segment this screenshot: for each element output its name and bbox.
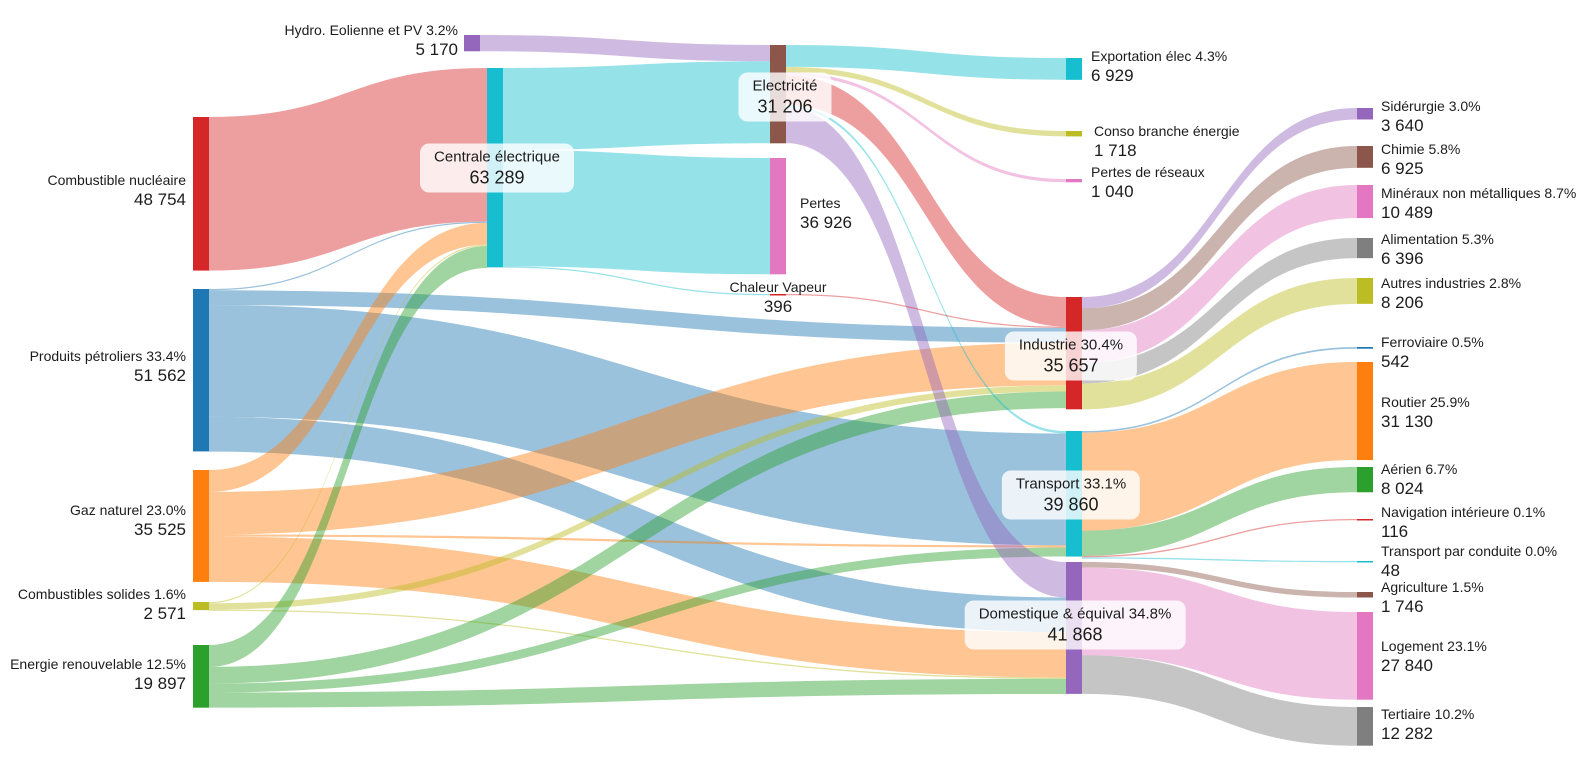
sankey-link-industrie-mineraux [1082,185,1357,364]
sankey-link-petroliers-transport [209,305,1066,546]
sankey-link-renouvelable-industrie [209,391,1066,684]
sankey-node-chimie[interactable] [1357,146,1373,168]
sankey-links [209,35,1357,746]
sankey-node-pertes[interactable] [770,158,786,275]
sankey-link-electricite-conso [786,66,1066,137]
sankey-link-electricite-industrie [786,75,1066,327]
sankey-node-chaleur[interactable] [770,294,786,296]
sankey-node-conduite[interactable] [1357,561,1373,563]
sankey-link-transport-ferroviaire [1082,347,1357,433]
sankey-link-chaleur-industrie [786,294,1066,328]
sankey-nodes [193,35,1373,746]
sankey-link-petroliers-centrale [209,221,487,291]
sankey-link-transport-routier [1082,362,1357,531]
sankey-link-industrie-autres [1082,278,1357,410]
sankey-link-petroliers-industrie [209,290,1066,343]
sankey-node-pertes_reseaux[interactable] [1066,179,1082,183]
sankey-node-industrie[interactable] [1066,297,1082,410]
sankey-node-autres[interactable] [1357,278,1373,304]
sankey-node-transport[interactable] [1066,431,1082,557]
sankey-link-industrie-alimentation [1082,238,1357,384]
sankey-node-renouvelable[interactable] [193,645,209,708]
sankey-link-domestique-tertiaire [1082,655,1357,746]
sankey-node-conso[interactable] [1066,131,1082,137]
sankey-link-electricite-transport [786,105,1066,434]
sankey-link-hydro-electricite [480,35,770,62]
sankey-link-gaz-transport [209,534,1066,548]
sankey-link-gaz-centrale [209,222,487,492]
sankey-node-gaz[interactable] [193,470,209,582]
sankey-link-renouvelable-transport [209,547,1066,693]
sankey-link-solides-centrale [209,244,487,604]
sankey-link-electricite-exportation [786,45,1066,80]
sankey-node-aerien[interactable] [1357,467,1373,493]
sankey-node-siderurgie[interactable] [1357,108,1373,120]
sankey-node-hydro[interactable] [464,35,480,52]
sankey-node-mineraux[interactable] [1357,185,1373,219]
sankey-node-agriculture[interactable] [1357,592,1373,598]
sankey-node-domestique[interactable] [1066,562,1082,694]
sankey-link-centrale-chaleur [503,266,770,296]
sankey-link-centrale-electricite [503,61,770,151]
sankey-node-nucleaire[interactable] [193,117,209,271]
sankey-node-centrale[interactable] [487,68,503,268]
sankey-node-tertiaire[interactable] [1357,707,1373,746]
sankey-node-electricite[interactable] [770,45,786,144]
sankey-node-logement[interactable] [1357,612,1373,700]
sankey-node-petroliers[interactable] [193,289,209,452]
sankey-link-petroliers-domestique [209,416,1066,633]
sankey-link-transport-conduite [1082,557,1357,563]
sankey-link-electricite-domestique [786,107,1066,598]
sankey-node-exportation[interactable] [1066,58,1082,80]
sankey-link-transport-navigation [1082,519,1357,558]
sankey-link-solides-industrie [209,385,1066,610]
sankey-node-routier[interactable] [1357,362,1373,461]
sankey-node-alimentation[interactable] [1357,238,1373,259]
sankey-link-centrale-pertes [503,150,770,275]
sankey-link-industrie-chimie [1082,146,1357,331]
sankey-link-transport-aerien [1082,467,1357,557]
sankey-link-electricite-pertes_reseaux [786,72,1066,183]
sankey-node-solides[interactable] [193,602,209,611]
sankey-link-renouvelable-domestique [209,678,1066,708]
sankey-link-industrie-siderurgie [1082,108,1357,309]
sankey-node-ferroviaire[interactable] [1357,347,1373,349]
sankey-link-nucleaire-centrale [209,68,487,271]
sankey-link-renouvelable-centrale [209,246,487,667]
sankey-node-navigation[interactable] [1357,519,1373,521]
sankey-link-solides-domestique [209,609,1066,679]
sankey-link-domestique-agriculture [1082,562,1357,598]
sankey-link-gaz-domestique [209,536,1066,678]
sankey-link-gaz-industrie [209,342,1066,535]
